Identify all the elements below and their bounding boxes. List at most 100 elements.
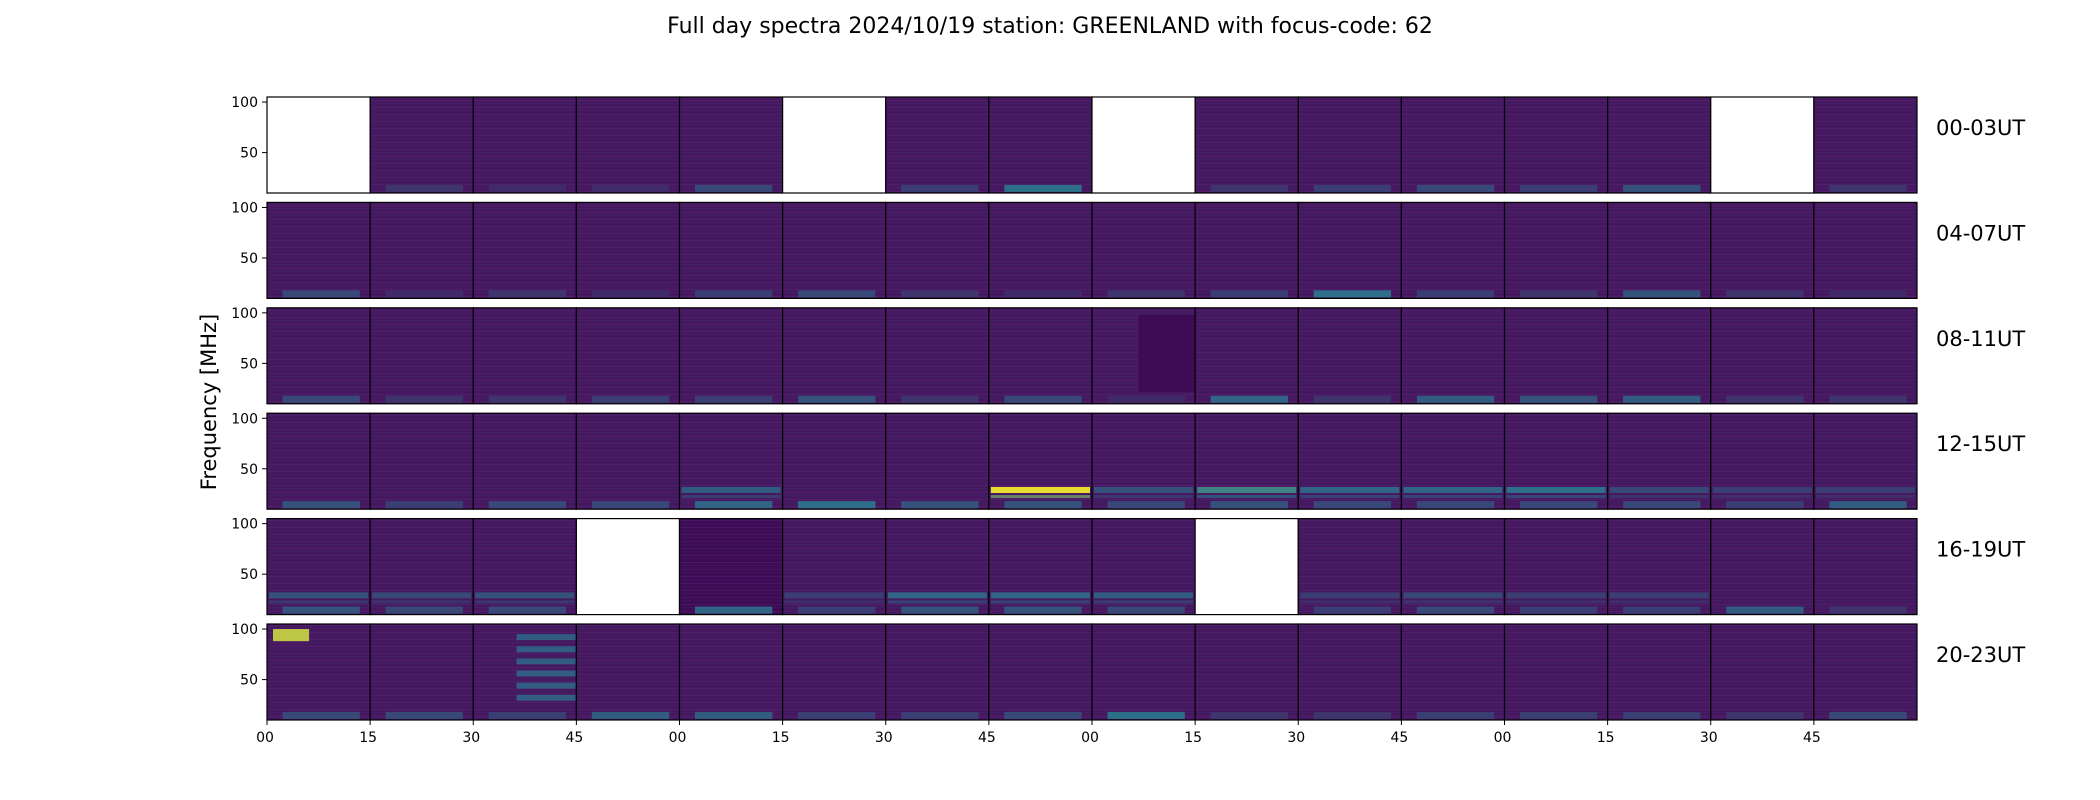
spectral-lines xyxy=(576,624,680,720)
spectral-lines xyxy=(1813,307,1917,404)
low-frequency-emission xyxy=(1416,711,1495,719)
spectrum-panel xyxy=(1297,96,1402,194)
low-frequency-emission xyxy=(1416,606,1495,614)
spectral-lines xyxy=(1092,202,1196,299)
spectral-lines xyxy=(1607,307,1711,404)
empty-panel xyxy=(266,96,371,194)
spectrum-panel xyxy=(1813,307,1918,405)
spectral-lines xyxy=(782,518,886,615)
spectral-lines xyxy=(1401,202,1505,299)
emission-band xyxy=(1609,495,1709,499)
spectral-lines xyxy=(370,518,474,615)
spectrum-panel xyxy=(1091,623,1196,721)
spectrum-panel xyxy=(472,201,577,299)
low-frequency-emission xyxy=(385,290,463,298)
spectrum-panel xyxy=(1297,412,1402,510)
x-tick-label: 30 xyxy=(1287,730,1305,746)
panel-frame xyxy=(1813,307,1918,405)
spectrum-panel xyxy=(988,307,1093,405)
spectrum-panel xyxy=(988,623,1093,721)
spectral-lines xyxy=(1298,413,1402,510)
spectrum-panel xyxy=(369,96,474,194)
low-frequency-emission xyxy=(1210,711,1288,719)
x-tick-label: 45 xyxy=(1390,730,1408,746)
data-gap xyxy=(1138,314,1196,392)
low-frequency-emission xyxy=(1107,711,1185,719)
spectrum-panel xyxy=(1400,307,1506,405)
low-frequency-emission xyxy=(1004,395,1082,403)
spectral-lines xyxy=(885,413,989,510)
y-tick-label: 100 xyxy=(231,306,258,322)
emission-band xyxy=(1712,486,1812,494)
spectral-lines xyxy=(1607,413,1711,510)
emission-band xyxy=(990,592,1090,599)
low-frequency-emission xyxy=(1313,501,1392,509)
spectrum-panel xyxy=(575,201,681,299)
low-frequency-emission xyxy=(1829,184,1907,192)
spectrum-panel xyxy=(1091,412,1196,510)
spectral-lines xyxy=(1504,97,1608,193)
x-tick-label: 30 xyxy=(1700,730,1718,746)
x-tick-label: 30 xyxy=(462,730,480,746)
low-frequency-emission xyxy=(1313,290,1392,298)
panel-background xyxy=(1710,97,1814,193)
emission-band xyxy=(1300,486,1400,494)
spectrum-panel xyxy=(575,307,681,405)
low-frequency-emission xyxy=(282,711,360,719)
emission-band xyxy=(1300,495,1400,499)
spectral-lines xyxy=(885,202,989,299)
panel-background xyxy=(1195,518,1299,615)
x-tick-label: 30 xyxy=(875,730,893,746)
emission-band xyxy=(1197,486,1297,494)
row-label: 00-03UT xyxy=(1936,116,2025,140)
row-label: 20-23UT xyxy=(1936,643,2025,667)
spectral-lines xyxy=(885,518,989,615)
spectrum-panel xyxy=(1710,412,1815,510)
empty-panel xyxy=(1710,96,1815,194)
spectrum-panel xyxy=(1607,201,1712,299)
spectrum-panel xyxy=(1503,96,1609,194)
row-label: 08-11UT xyxy=(1936,327,2025,351)
spectrum-panel xyxy=(1607,307,1712,405)
spectral-lines xyxy=(370,202,474,299)
low-frequency-emission xyxy=(1519,395,1598,403)
low-frequency-emission xyxy=(694,501,773,509)
low-frequency-emission xyxy=(1210,290,1288,298)
low-frequency-emission xyxy=(1829,711,1907,719)
spectral-lines xyxy=(988,413,1092,510)
panel-background xyxy=(782,97,886,193)
chart-title: Full day spectra 2024/10/19 station: GRE… xyxy=(667,14,1433,39)
spectral-lines xyxy=(885,624,989,720)
x-tick-label: 15 xyxy=(1184,730,1202,746)
low-frequency-emission xyxy=(1726,501,1804,509)
low-frequency-emission xyxy=(694,290,773,298)
spectrum-panel xyxy=(988,517,1093,616)
spectrum-panel xyxy=(369,623,474,721)
interference-stripe xyxy=(516,658,577,665)
interference-stripe xyxy=(516,670,577,677)
spectrum-panel xyxy=(1813,517,1918,616)
spectrum-panel xyxy=(1194,623,1299,721)
emission-band xyxy=(1403,486,1503,494)
low-frequency-emission xyxy=(1416,501,1495,509)
spectrum-panel xyxy=(1503,307,1609,405)
spectral-lines xyxy=(1504,307,1608,404)
spectral-lines xyxy=(1607,202,1711,299)
spectrum-panel xyxy=(988,412,1093,510)
emission-band xyxy=(1815,495,1915,499)
emission-band xyxy=(1094,592,1194,599)
spectrum-panel xyxy=(1400,96,1506,194)
spectral-lines xyxy=(370,413,474,510)
spectral-lines xyxy=(1298,307,1402,404)
spectrum-panel xyxy=(678,623,784,721)
spectrum-panel xyxy=(266,412,371,510)
y-tick-label: 50 xyxy=(240,567,258,583)
y-tick-label: 50 xyxy=(240,146,258,162)
low-frequency-emission xyxy=(1313,711,1392,719)
low-frequency-emission xyxy=(385,711,463,719)
spectrum-panel xyxy=(678,201,784,299)
interference-stripe xyxy=(516,634,577,641)
spectrum-panel xyxy=(1194,96,1299,194)
row-label: 12-15UT xyxy=(1936,432,2025,456)
